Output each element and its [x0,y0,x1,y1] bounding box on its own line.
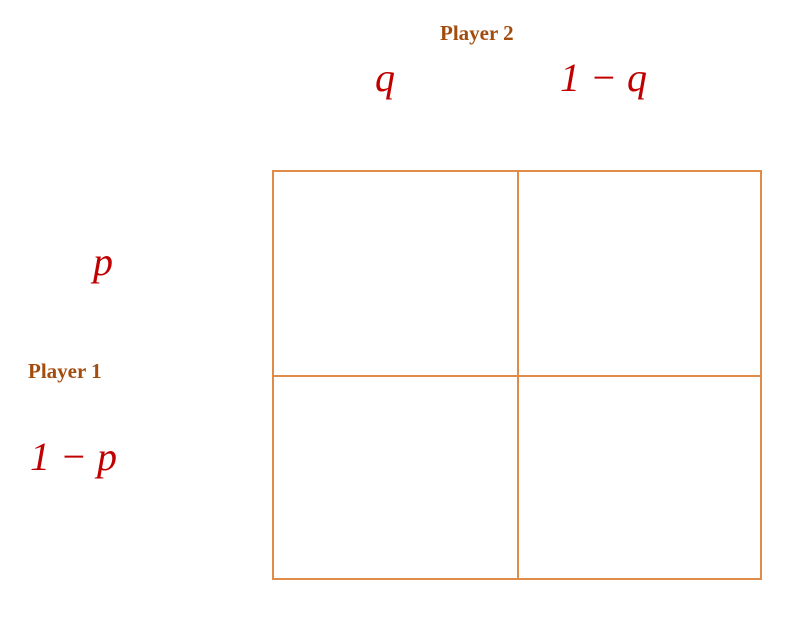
matrix-horizontal-divider [274,375,760,377]
payoff-matrix [272,170,762,580]
col-prob-q: q [375,56,395,100]
player1-label: Player 1 [28,360,102,383]
row-prob-p: p [93,240,113,284]
col-prob-1-minus-q: 1 − q [560,56,647,100]
player2-label: Player 2 [440,22,514,45]
row-prob-1-minus-p: 1 − p [30,435,117,479]
